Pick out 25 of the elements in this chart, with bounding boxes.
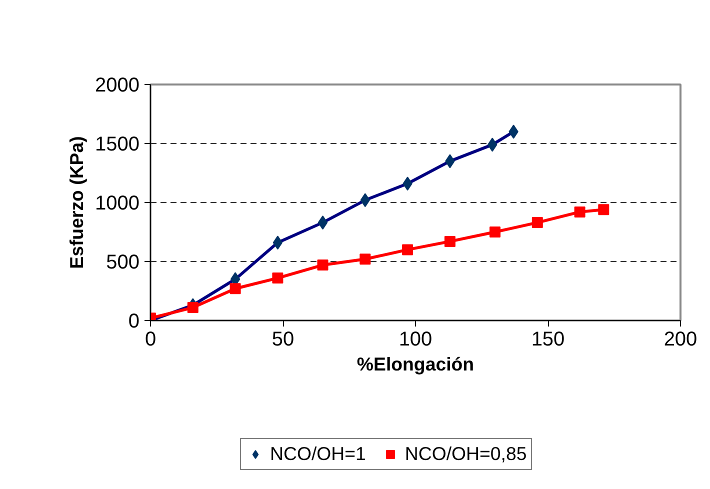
x-tick-label: 0 — [144, 328, 156, 350]
legend-label: NCO/OH=1 — [270, 443, 366, 465]
legend-label: NCO/OH=0,85 — [404, 443, 527, 465]
point — [532, 217, 543, 228]
point — [402, 244, 414, 256]
point — [598, 204, 610, 216]
point — [317, 260, 328, 271]
x-tick-label: 200 — [664, 328, 698, 350]
y-axis-title: Esfuerzo (KPa) — [66, 136, 88, 269]
y-tick-label: 1500 — [95, 134, 140, 156]
point — [272, 272, 284, 284]
y-tick-label: 2000 — [95, 74, 140, 96]
point — [444, 236, 456, 247]
point — [230, 283, 241, 294]
x-tick-label: 50 — [272, 328, 294, 350]
point — [574, 206, 586, 218]
point — [490, 226, 500, 238]
x-axis-title: %Elongación — [356, 354, 474, 374]
y-tick-label: 1000 — [95, 192, 140, 214]
point — [360, 254, 371, 265]
point — [187, 302, 198, 314]
x-tick-label: 150 — [531, 328, 565, 350]
y-tick-label: 500 — [106, 252, 140, 274]
y-tick-label: 0 — [128, 310, 140, 332]
x-tick-label: 100 — [398, 328, 432, 350]
